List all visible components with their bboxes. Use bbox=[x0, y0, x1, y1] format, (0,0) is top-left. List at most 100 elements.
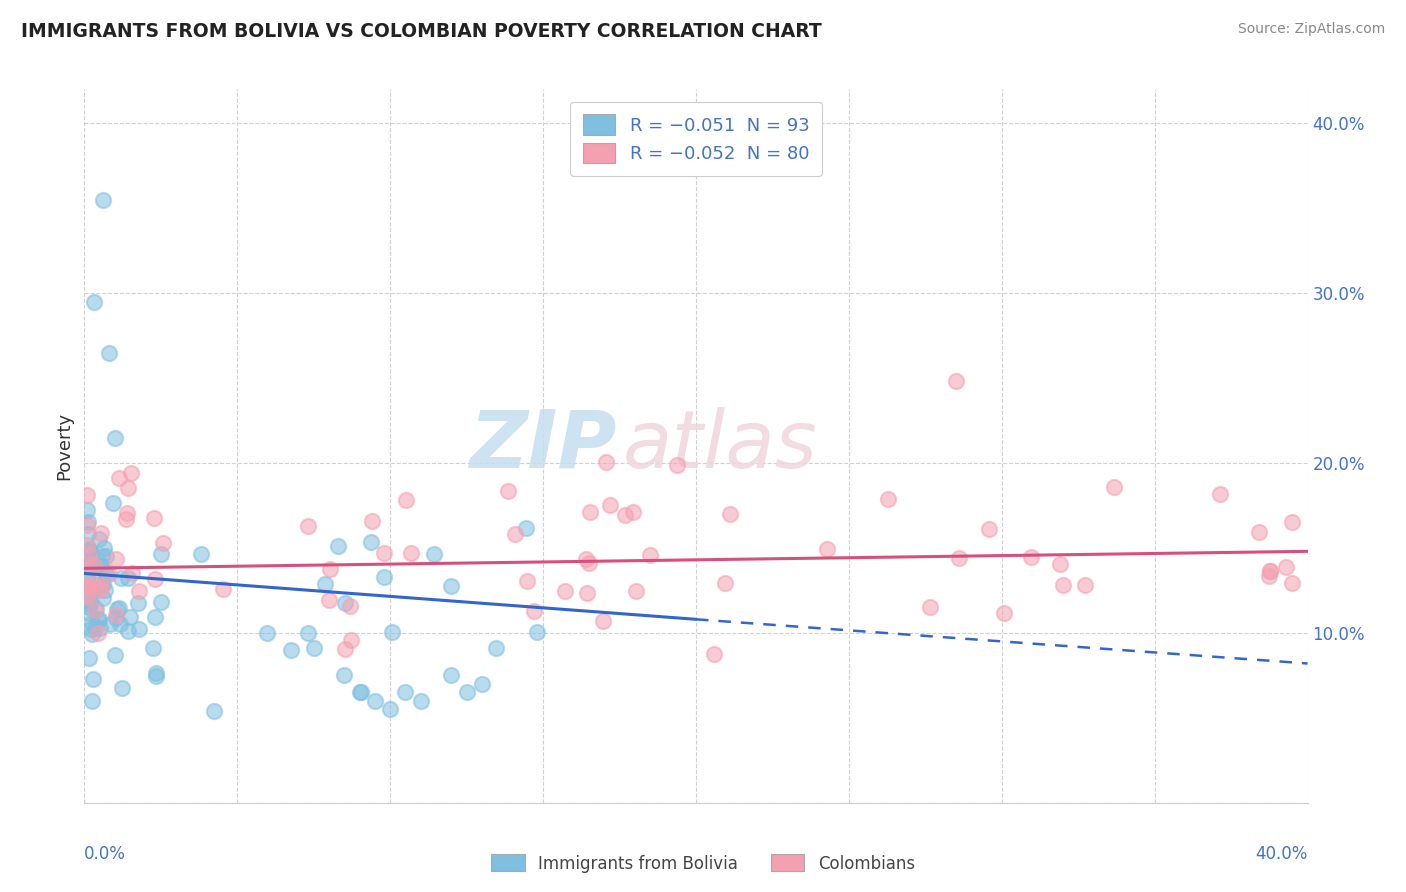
Point bbox=[94, 567, 117, 582]
Point bbox=[79, 543, 101, 558]
Point bbox=[117, 624, 139, 639]
Point bbox=[76, 560, 98, 574]
Point bbox=[80, 694, 103, 708]
Text: IMMIGRANTS FROM BOLIVIA VS COLOMBIAN POVERTY CORRELATION CHART: IMMIGRANTS FROM BOLIVIA VS COLOMBIAN POV… bbox=[21, 22, 823, 41]
Point bbox=[1247, 525, 1270, 540]
Point bbox=[87, 612, 110, 626]
Point bbox=[79, 584, 101, 599]
Point bbox=[87, 532, 110, 546]
Point bbox=[575, 552, 598, 566]
Point bbox=[149, 547, 172, 561]
Point bbox=[877, 492, 900, 507]
Point bbox=[350, 684, 373, 698]
Point bbox=[515, 521, 537, 535]
Point bbox=[945, 375, 967, 389]
Point bbox=[360, 535, 382, 549]
Point bbox=[380, 702, 402, 716]
Point bbox=[714, 576, 737, 591]
Point bbox=[128, 622, 150, 636]
Legend: Immigrants from Bolivia, Colombians: Immigrants from Bolivia, Colombians bbox=[485, 847, 921, 880]
Point bbox=[104, 611, 127, 625]
Point bbox=[89, 558, 111, 573]
Point bbox=[333, 668, 356, 682]
Point bbox=[86, 564, 108, 578]
Point bbox=[485, 640, 508, 655]
Point bbox=[423, 547, 446, 561]
Point bbox=[440, 668, 463, 682]
Point bbox=[440, 579, 463, 593]
Point bbox=[1074, 578, 1097, 592]
Point bbox=[96, 549, 118, 563]
Point bbox=[77, 579, 100, 593]
Point bbox=[1019, 549, 1042, 564]
Point bbox=[613, 508, 636, 522]
Point bbox=[76, 503, 98, 517]
Point bbox=[149, 595, 172, 609]
Point bbox=[142, 641, 165, 656]
Point bbox=[76, 577, 98, 591]
Point bbox=[297, 519, 319, 533]
Point bbox=[456, 685, 478, 699]
Point bbox=[101, 496, 124, 510]
Point bbox=[83, 558, 105, 572]
Point bbox=[76, 558, 98, 573]
Point bbox=[1281, 576, 1303, 591]
Point bbox=[108, 471, 131, 485]
Point bbox=[120, 467, 142, 481]
Point bbox=[212, 582, 235, 597]
Point bbox=[948, 551, 970, 566]
Point bbox=[77, 543, 100, 558]
Point bbox=[93, 582, 115, 597]
Point bbox=[314, 577, 336, 591]
Point bbox=[297, 626, 319, 640]
Point bbox=[105, 608, 128, 623]
Point bbox=[91, 193, 114, 207]
Point bbox=[364, 694, 387, 708]
Text: atlas: atlas bbox=[623, 407, 817, 485]
Point bbox=[76, 526, 98, 541]
Point bbox=[361, 515, 384, 529]
Point bbox=[280, 643, 302, 657]
Point bbox=[340, 632, 363, 647]
Point bbox=[256, 626, 278, 640]
Point bbox=[115, 512, 138, 526]
Point bbox=[110, 617, 132, 632]
Point bbox=[77, 651, 100, 665]
Point bbox=[77, 586, 100, 600]
Point bbox=[87, 613, 110, 627]
Point bbox=[76, 590, 98, 604]
Point bbox=[142, 511, 165, 525]
Point bbox=[578, 556, 600, 570]
Point bbox=[815, 541, 838, 556]
Point bbox=[80, 550, 103, 565]
Point bbox=[104, 430, 127, 444]
Point bbox=[621, 505, 644, 519]
Point bbox=[202, 705, 225, 719]
Point bbox=[143, 573, 166, 587]
Point bbox=[326, 539, 349, 553]
Point bbox=[394, 685, 416, 699]
Point bbox=[80, 622, 103, 636]
Point bbox=[76, 571, 98, 585]
Text: ZIP: ZIP bbox=[470, 407, 616, 485]
Point bbox=[79, 606, 101, 620]
Point bbox=[91, 591, 114, 606]
Point bbox=[152, 535, 174, 549]
Point bbox=[97, 345, 120, 359]
Point bbox=[98, 617, 121, 632]
Point bbox=[592, 614, 614, 628]
Point bbox=[77, 548, 100, 562]
Point bbox=[1102, 480, 1125, 494]
Point bbox=[76, 543, 98, 558]
Point bbox=[1209, 487, 1232, 501]
Point bbox=[77, 600, 100, 615]
Point bbox=[599, 498, 621, 512]
Point bbox=[77, 558, 100, 572]
Point bbox=[104, 648, 127, 662]
Point bbox=[83, 603, 105, 617]
Point bbox=[145, 666, 167, 681]
Point bbox=[349, 685, 371, 699]
Point bbox=[76, 587, 98, 601]
Point bbox=[76, 538, 98, 552]
Point bbox=[76, 555, 98, 569]
